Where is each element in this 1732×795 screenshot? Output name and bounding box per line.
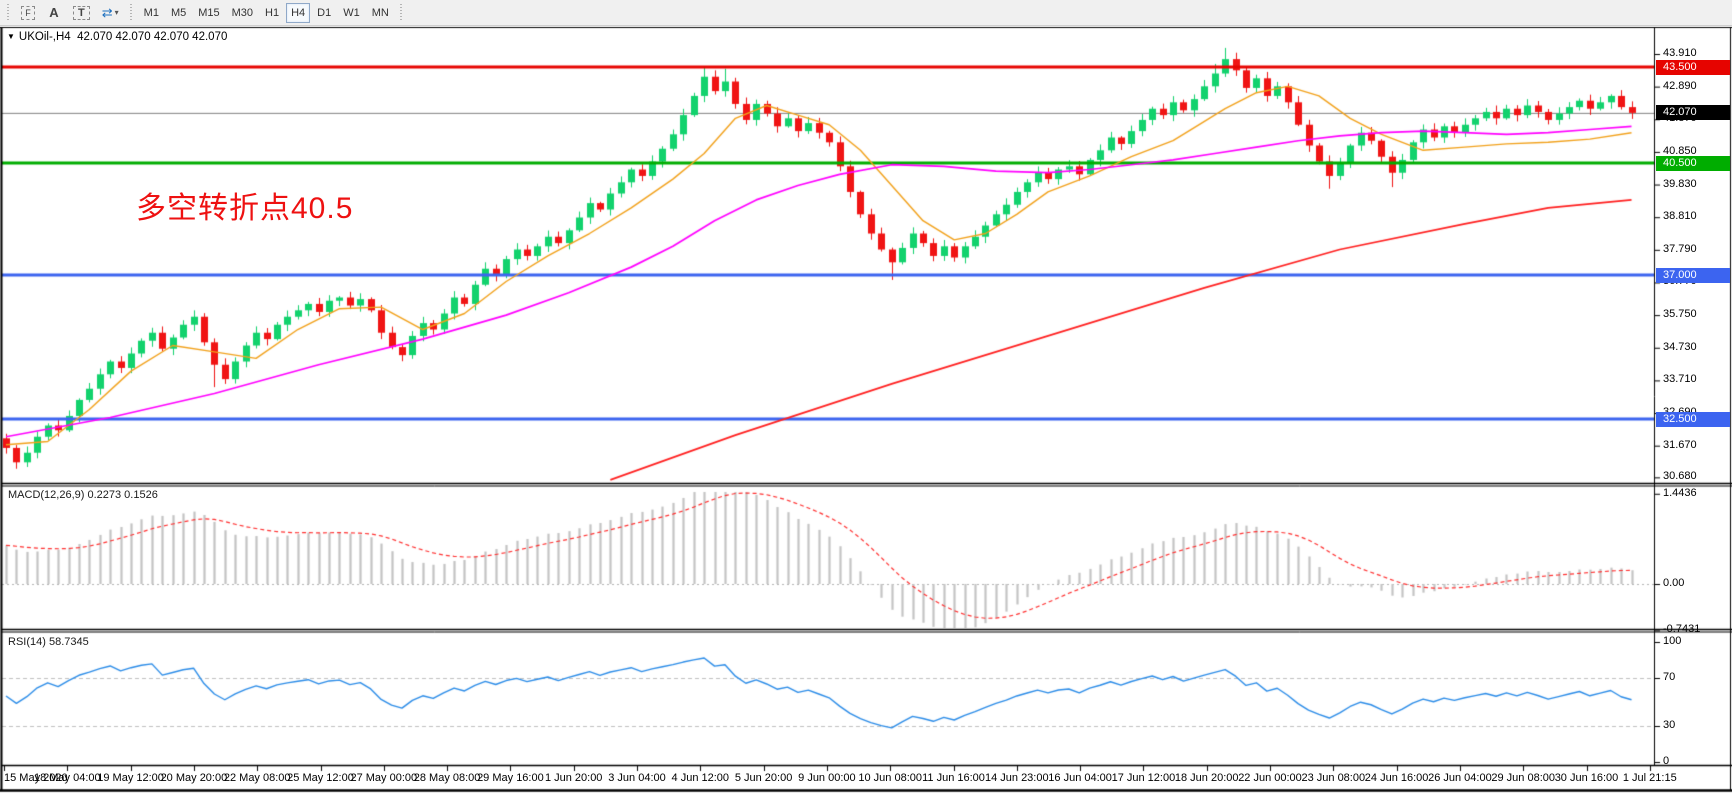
arrows-icon: ⇄ — [101, 4, 113, 20]
chart-annotation-text: 多空转折点40.5 — [136, 192, 354, 225]
time-axis-label: 14 Jun 23:00 — [984, 772, 1049, 784]
price-axis-tick-label: 42.890 — [1663, 79, 1697, 92]
time-axis-label: 4 Jun 12:00 — [671, 772, 730, 784]
time-axis-label: 11 Jun 16:00 — [922, 772, 985, 784]
time-axis-label: 10 Jun 08:00 — [858, 772, 922, 784]
letter-a-icon: A — [49, 5, 59, 20]
time-axis-label: 5 Jun 20:00 — [734, 772, 793, 784]
rsi-indicator-label: RSI(14) 58.7345 — [8, 636, 89, 648]
time-axis-label: 1 Jun 20:00 — [544, 772, 603, 784]
macd-axis-label: 0.00 — [1663, 577, 1685, 589]
rsi-axis-label: 30 — [1663, 719, 1676, 731]
symbol-dropdown-icon[interactable]: ▼ — [7, 32, 15, 41]
price-axis-tick-label: 40.850 — [1663, 144, 1697, 157]
time-axis-label: 28 May 08:00 — [413, 772, 481, 784]
text-annotation-button[interactable]: A — [42, 3, 66, 23]
rsi-axis-label: 70 — [1663, 671, 1676, 683]
timeframe-button-m5[interactable]: M5 — [166, 3, 191, 23]
time-axis-label: 22 May 08:00 — [223, 772, 291, 784]
price-level-tag: 40.500 — [1656, 155, 1730, 171]
timeframe-button-d1[interactable]: D1 — [312, 3, 336, 23]
time-axis-label: 3 Jun 04:00 — [608, 772, 666, 784]
current-price-tag: 42.070 — [1656, 105, 1730, 121]
price-axis-tick-label: 31.670 — [1663, 438, 1697, 451]
timeframe-button-h1[interactable]: H1 — [260, 3, 284, 23]
macd-axis-label: 1.4436 — [1663, 486, 1697, 499]
time-axis-label: 9 Jun 00:00 — [798, 772, 856, 784]
text-label-button[interactable]: T — [68, 3, 95, 23]
rsi-axis-label: 100 — [1663, 635, 1682, 647]
time-axis-label: 26 Jun 04:00 — [1428, 772, 1492, 784]
symbol-period-label: UKOil-,H4 — [18, 31, 71, 43]
time-axis-label: 25 May 12:00 — [287, 772, 354, 784]
time-axis-label: 16 Jun 04:00 — [1048, 772, 1112, 784]
time-axis-label: 22 Jun 00:00 — [1238, 772, 1302, 784]
chart-title[interactable]: ▼ UKOil-,H4 42.070 42.070 42.070 42.070 — [7, 31, 227, 43]
timeframe-group: M1 M5 M15 M30 H1 H4 D1 W1 MN — [138, 2, 395, 23]
price-axis-tick-label: 43.910 — [1663, 47, 1697, 59]
time-axis-label: 17 Jun 12:00 — [1111, 772, 1176, 784]
price-level-tag: 37.000 — [1656, 267, 1730, 283]
time-axis-label: 19 May 12:00 — [97, 772, 164, 784]
macd-axis-label: -0.7431 — [1663, 623, 1701, 636]
timeframe-button-m15[interactable]: M15 — [193, 3, 224, 23]
time-axis-label: 27 May 00:00 — [350, 772, 418, 784]
time-axis-label: 1 Jul 21:15 — [1622, 772, 1677, 784]
price-axis-tick-label: 37.790 — [1663, 242, 1697, 255]
frame-f-tool-button[interactable]: F — [16, 3, 40, 23]
ohlc-quotes: 42.070 42.070 42.070 42.070 — [77, 31, 228, 43]
time-axis-label: 18 May 04:00 — [33, 772, 101, 784]
price-axis-tick-label: 34.730 — [1663, 340, 1697, 353]
time-axis-label: 15 May 2020 — [4, 772, 68, 784]
timeframe-button-h4[interactable]: H4 — [286, 2, 311, 23]
time-axis-label: 29 May 16:00 — [477, 772, 544, 784]
time-axis-label: 24 Jun 16:00 — [1364, 772, 1429, 784]
price-level-tag: 43.500 — [1656, 59, 1730, 75]
caret-down-icon: ▾ — [114, 8, 119, 17]
dashed-t-icon: T — [73, 5, 90, 20]
timeframe-button-mn[interactable]: MN — [367, 3, 394, 23]
timeframe-button-m30[interactable]: M30 — [227, 3, 258, 23]
macd-indicator-label: MACD(12,26,9) 0.2273 0.1526 — [8, 489, 158, 501]
toolbar: F A T ⇄ ▾ M1 M5 M15 M30 H1 H4 D1 W1 MN — [0, 0, 1732, 26]
price-axis-tick-label: 33.710 — [1663, 373, 1697, 386]
time-axis-label: 18 Jun 20:00 — [1174, 772, 1239, 784]
dashed-frame-f-icon: F — [21, 5, 35, 20]
time-axis-label: 23 Jun 08:00 — [1301, 772, 1366, 784]
toolbar-grip[interactable] — [6, 3, 11, 22]
price-axis-tick-label: 30.680 — [1663, 470, 1697, 483]
rsi-axis-label: 0 — [1663, 755, 1670, 767]
price-axis-tick-label: 38.810 — [1663, 210, 1697, 223]
price-axis-tick-label: 39.830 — [1663, 177, 1697, 190]
time-axis-label: 29 Jun 08:00 — [1491, 772, 1555, 784]
time-axis-label: 20 May 20:00 — [160, 772, 228, 784]
arrows-dropdown-button[interactable]: ⇄ ▾ — [97, 3, 124, 23]
price-level-tag: 32.500 — [1656, 411, 1730, 427]
timeframe-button-m1[interactable]: M1 — [139, 3, 164, 23]
toolbar-grip[interactable] — [398, 3, 404, 22]
price-axis-tick-label: 35.750 — [1663, 308, 1697, 321]
timeframe-button-w1[interactable]: W1 — [338, 3, 365, 23]
time-axis-label: 30 Jun 16:00 — [1554, 772, 1619, 784]
toolbar-grip[interactable] — [128, 3, 134, 22]
